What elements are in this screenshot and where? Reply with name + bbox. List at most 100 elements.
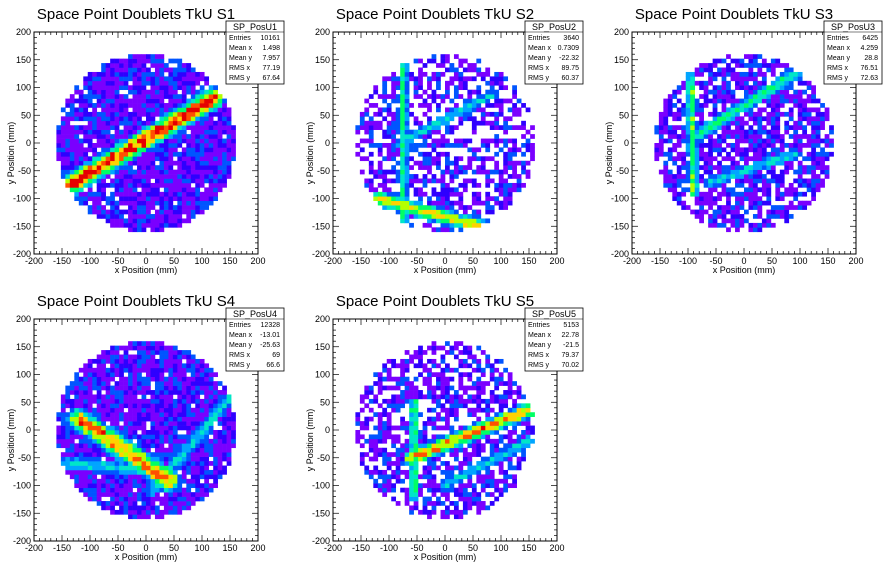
histogram-cell: [119, 187, 124, 193]
histogram-cell: [694, 156, 700, 162]
histogram-cell: [137, 94, 142, 99]
histogram-cell: [110, 354, 115, 360]
histogram-cell: [114, 151, 120, 157]
histogram-cell: [530, 151, 535, 157]
histogram-cell: [87, 182, 93, 188]
histogram-cell: [159, 469, 165, 475]
histogram-cell: [476, 381, 482, 386]
histogram-cell: [440, 487, 446, 493]
histogram-cell: [721, 156, 727, 162]
histogram-cell: [195, 94, 201, 99]
histogram-cell: [377, 125, 383, 130]
histogram-cell: [163, 376, 169, 382]
histogram-cell: [177, 71, 183, 77]
histogram-cell: [422, 505, 428, 511]
histogram-cell: [56, 412, 62, 417]
histogram-cell: [65, 120, 71, 126]
histogram-cell: [739, 129, 745, 135]
histogram-cell: [190, 358, 196, 364]
histogram-cell: [400, 363, 405, 369]
histogram-cell: [681, 156, 687, 162]
histogram-cell: [690, 143, 696, 148]
histogram-cell: [453, 54, 459, 59]
histogram-cell: [485, 67, 491, 73]
histogram-cell: [87, 474, 93, 480]
histogram-cell: [141, 376, 147, 382]
histogram-cell: [485, 80, 491, 86]
histogram-cell: [400, 425, 405, 431]
histogram-cell: [208, 438, 214, 444]
histogram-cell: [186, 218, 192, 224]
histogram-cell: [119, 80, 124, 86]
histogram-cell: [672, 187, 678, 193]
y-tick-label: 200: [16, 314, 31, 324]
histogram-cell: [217, 469, 223, 475]
histogram-cell: [730, 187, 736, 193]
histogram-cell: [436, 165, 441, 170]
histogram-cell: [199, 116, 205, 122]
histogram-cell: [476, 98, 482, 104]
histogram-cell: [137, 209, 142, 215]
histogram-cell: [163, 129, 169, 135]
histogram-cell: [87, 134, 93, 139]
histogram-cell: [154, 496, 160, 502]
histogram-cell: [150, 350, 156, 355]
histogram-cell: [431, 98, 437, 104]
histogram-cell: [436, 376, 441, 382]
histogram-cell: [65, 385, 71, 391]
histogram-cell: [141, 111, 147, 117]
histogram-cell: [177, 425, 183, 431]
histogram-cell: [226, 461, 232, 466]
histogram-cell: [168, 58, 174, 64]
histogram-cell: [163, 350, 169, 355]
histogram-cell: [78, 151, 84, 157]
histogram-cell: [797, 134, 803, 139]
histogram-cell: [391, 165, 397, 170]
x-tick-label: 100: [194, 256, 209, 266]
histogram-cell: [87, 425, 93, 431]
histogram-cell: [146, 200, 151, 206]
histogram-cell: [199, 107, 205, 113]
histogram-cell: [458, 156, 464, 162]
histogram-cell: [163, 174, 169, 179]
histogram-cell: [137, 196, 142, 202]
histogram-cell: [480, 421, 486, 426]
histogram-cell: [359, 125, 365, 130]
histogram-cell: [177, 385, 183, 391]
histogram-cell: [132, 94, 138, 99]
histogram-cell: [60, 151, 66, 157]
histogram-cell: [458, 474, 464, 480]
histogram-cell: [739, 134, 745, 139]
histogram-cell: [453, 143, 459, 148]
histogram-cell: [186, 456, 192, 462]
histogram-cell: [123, 209, 129, 215]
histogram-cell: [458, 381, 464, 386]
histogram-cell: [703, 85, 709, 91]
histogram-cell: [427, 376, 432, 382]
histogram-cell: [172, 412, 178, 417]
histogram-cell: [101, 120, 106, 126]
histogram-cell: [699, 151, 704, 157]
histogram-cell: [74, 98, 80, 104]
histogram-cell: [172, 125, 178, 130]
histogram-cell: [404, 218, 410, 224]
histogram-cell: [204, 107, 210, 113]
histogram-cell: [172, 367, 178, 373]
histogram-cell: [87, 125, 93, 130]
histogram-cell: [83, 103, 89, 108]
histogram-cell: [137, 85, 142, 91]
histogram-cell: [458, 85, 464, 91]
histogram-cell: [74, 165, 80, 170]
histogram-cell: [101, 434, 106, 440]
y-tick-label: 100: [614, 83, 629, 93]
histogram-cell: [436, 496, 441, 502]
histogram-cell: [507, 107, 513, 113]
histogram-cell: [141, 67, 147, 73]
histogram-cell: [87, 376, 93, 382]
histogram-cell: [471, 425, 477, 431]
histogram-cell: [186, 394, 192, 400]
histogram-cell: [150, 465, 156, 471]
histogram-cell: [123, 156, 129, 162]
y-tick-label: -50: [616, 166, 629, 176]
histogram-cell: [110, 456, 115, 462]
